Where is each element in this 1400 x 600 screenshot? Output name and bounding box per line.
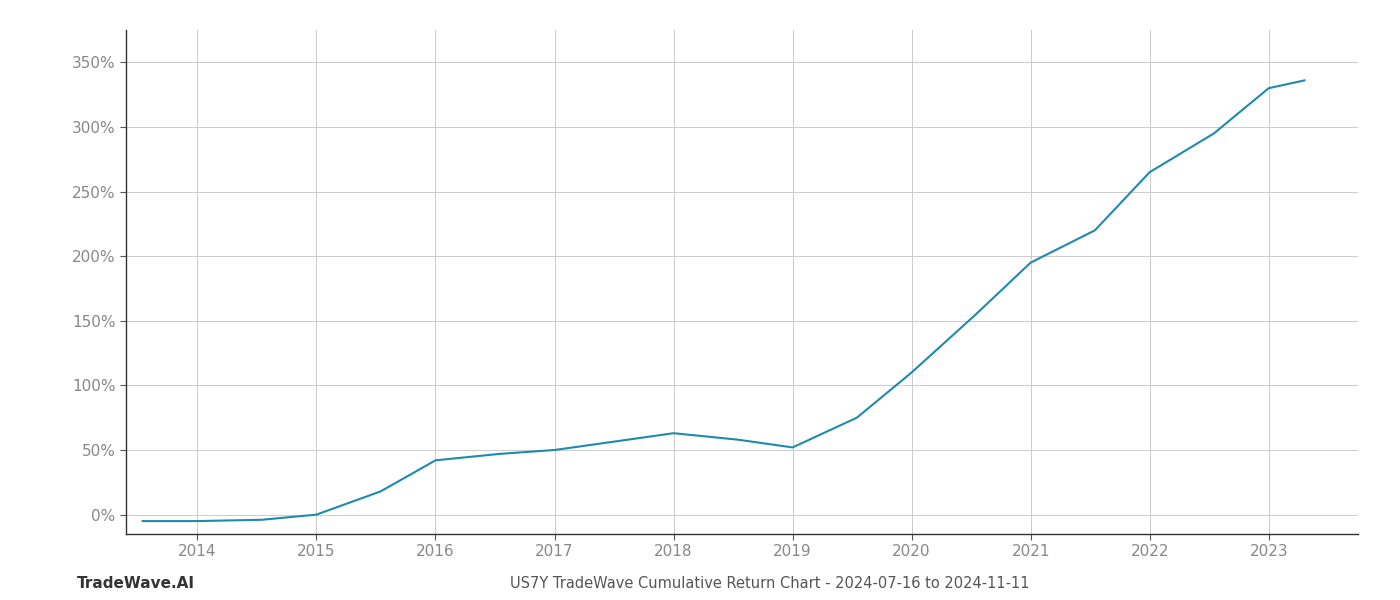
Text: TradeWave.AI: TradeWave.AI: [77, 576, 195, 591]
Text: US7Y TradeWave Cumulative Return Chart - 2024-07-16 to 2024-11-11: US7Y TradeWave Cumulative Return Chart -…: [510, 576, 1030, 591]
